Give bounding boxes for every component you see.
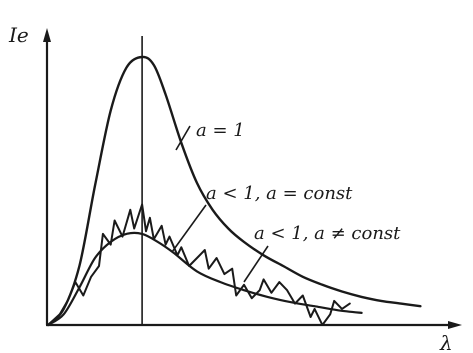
leader-line-a-equals-1	[175, 125, 191, 151]
y-axis-label: Ie	[8, 23, 29, 47]
leader-line-a-less-1-const	[171, 204, 207, 253]
y-axis-arrow	[43, 28, 51, 42]
annotation-a-less-1-const: a < 1, a = const	[206, 183, 353, 204]
annotation-a-less-1-nonconst: a < 1, a ≠ const	[254, 223, 401, 244]
x-axis-label: λ	[439, 331, 453, 353]
leader-line-a-less-1-nonconst	[243, 245, 269, 283]
annotation-a-equals-1: a = 1	[196, 120, 245, 141]
series-line-a-equals-1	[46, 55, 422, 327]
x-axis-arrow	[448, 321, 462, 329]
series-line-a-less-1-nonconst	[47, 203, 351, 326]
series-line-a-less-1-const	[46, 231, 363, 327]
